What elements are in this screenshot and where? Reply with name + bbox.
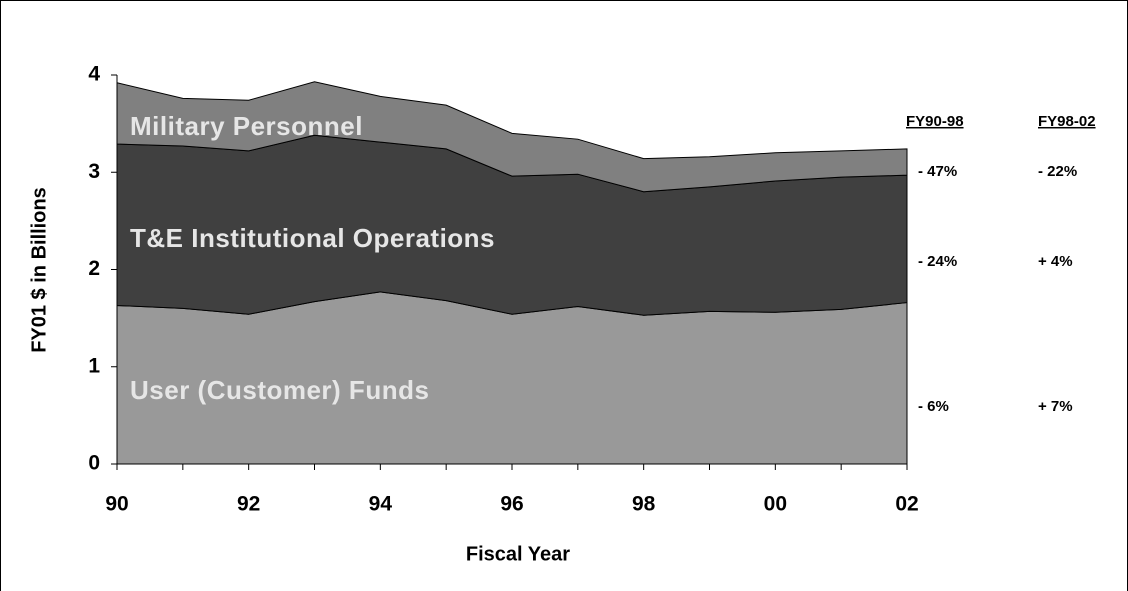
change-value: + 4% — [1038, 253, 1073, 270]
change-value: + 7% — [1038, 398, 1073, 415]
x-tick-label: 02 — [895, 493, 918, 516]
column-header: FY90-98 — [906, 113, 964, 130]
x-tick-label: 96 — [500, 493, 523, 516]
series-label: T&E Institutional Operations — [130, 223, 495, 253]
y-tick-label: 4 — [88, 63, 100, 86]
change-value: - 47% — [918, 163, 957, 180]
change-value: - 6% — [918, 398, 949, 415]
x-tick-label: 00 — [764, 493, 787, 516]
x-tick-label: 92 — [237, 493, 260, 516]
area — [116, 81, 908, 193]
x-tick-label: 90 — [105, 493, 128, 516]
series-label: Military Personnel — [130, 111, 363, 141]
y-axis-title: FY01 $ in Billions — [28, 187, 50, 353]
y-tick-label: 2 — [88, 257, 100, 280]
change-value: - 22% — [1038, 163, 1077, 180]
x-axis-title: Fiscal Year — [466, 543, 570, 565]
x-tick-label: 94 — [369, 493, 393, 516]
series-label: User (Customer) Funds — [130, 375, 429, 405]
change-value: - 24% — [918, 253, 957, 270]
y-tick-label: 0 — [88, 452, 100, 475]
y-tick-label: 1 — [88, 354, 100, 377]
column-header: FY98-02 — [1038, 113, 1096, 130]
x-tick-label: 98 — [632, 493, 656, 516]
y-tick-label: 3 — [88, 160, 100, 183]
